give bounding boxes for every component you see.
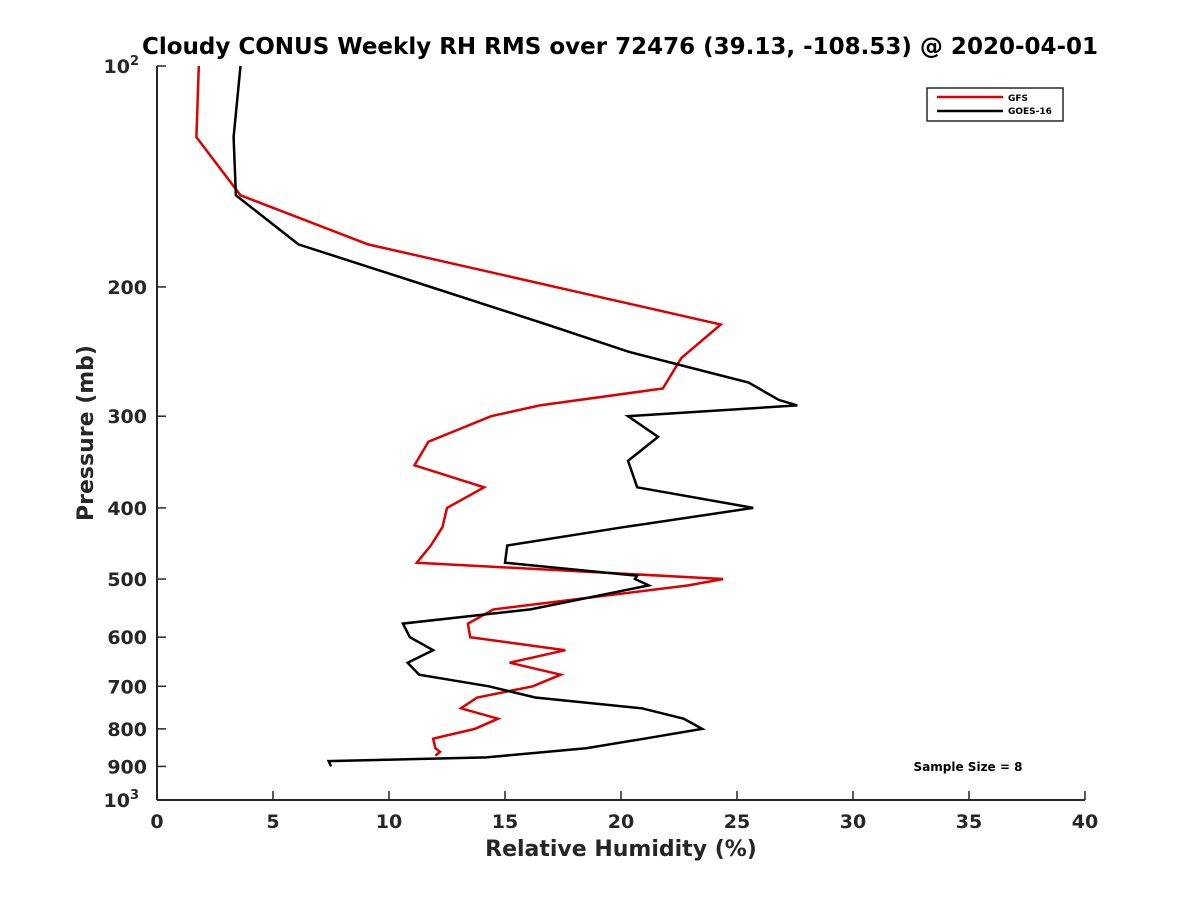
y-tick-label: 200: [107, 277, 147, 299]
legend-label-goes16: GOES-16: [1008, 107, 1052, 117]
y-tick-label: 103: [104, 788, 140, 812]
x-tick-label: 10: [376, 811, 402, 833]
y-tick-label: 102: [104, 54, 140, 78]
series-line-goes-16: [232, 65, 798, 767]
x-tick-label: 15: [492, 811, 518, 833]
x-tick-label: 30: [840, 811, 866, 833]
x-ticks: 0 5 10 15 20 25 30 35 40: [150, 791, 1098, 833]
x-axis-label: Relative Humidity (%): [485, 837, 757, 862]
y-tick-label: 800: [107, 719, 147, 741]
y-tick-label: 600: [107, 627, 147, 649]
x-tick-label: 35: [956, 811, 982, 833]
y-tick-label: 500: [107, 569, 147, 591]
plot-area: 0 5 10 15 20 25 30 35 40 102 200 300 400 500 600 700 80…: [104, 54, 1099, 833]
y-tick-label: 300: [107, 406, 147, 428]
chart-title: Cloudy CONUS Weekly RH RMS over 72476 (3…: [142, 34, 1098, 60]
y-ticks: 102 200 300 400 500 600 700 800 900 103: [104, 54, 166, 812]
y-axis-label: Pressure (mb): [74, 345, 99, 521]
x-tick-label: 25: [724, 811, 750, 833]
y-tick-label: 700: [107, 676, 147, 698]
series-line-gfs: [195, 65, 724, 757]
y-tick-label: 400: [107, 498, 147, 520]
legend: GFS GOES-16: [926, 87, 1064, 122]
y-tick-label: 900: [107, 756, 147, 778]
x-tick-label: 40: [1072, 811, 1098, 833]
x-tick-label: 0: [150, 811, 163, 833]
legend-label-gfs: GFS: [1008, 94, 1028, 104]
legend-box: [926, 87, 1064, 122]
sample-size-annotation: Sample Size = 8: [914, 760, 1023, 774]
x-tick-label: 20: [608, 811, 634, 833]
x-tick-label: 5: [266, 811, 279, 833]
series-lines: [195, 65, 798, 767]
